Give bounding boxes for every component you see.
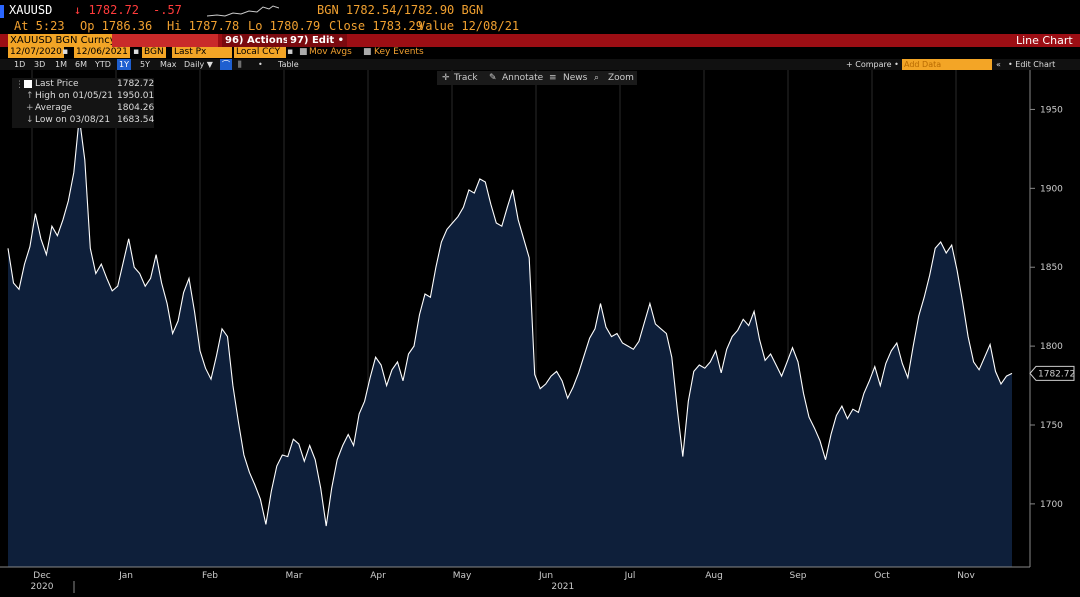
bid-ask: BGN 1782.54/1782.90 BGN [317,3,484,17]
series-area [8,117,1012,568]
field-select[interactable]: Last Px [172,47,232,58]
crosshair-icon[interactable]: ✛ [442,73,450,83]
range-1m[interactable]: 1M [55,60,67,69]
last-price: ↓ 1782.72 [74,3,140,17]
y-tick-label: 1950 [1040,105,1063,115]
legend-high-value: 1950.01 [117,91,155,101]
sparkline-icon [207,5,279,17]
quote-details: At 5:23 Op 1786.36 Hi 1787.78 Lo 1780.79… [0,19,1080,34]
x-year-label: 2020 [31,582,54,592]
x-month-label: Aug [705,571,723,581]
edit-menu[interactable]: 97) Edit • [287,34,348,47]
calendar-icon[interactable]: ▪ [133,47,140,57]
actions-menu[interactable]: 96) Actions • [222,34,302,47]
x-year-label: 2021 [551,582,574,592]
chart-controls: 12/07/2020 ▪ 12/06/2021 ▪ BGN Last Px Lo… [0,47,1080,59]
annotate-tool[interactable]: Annotate [502,73,544,83]
legend-average-label: Average [35,103,72,113]
x-month-label: Jan [118,571,133,581]
quote-header: XAUUSD ↓ 1782.72 -.57 BGN 1782.54/1782.9… [0,3,1080,19]
checkbox-icon[interactable]: ■ [363,47,372,57]
y-tick-label: 1800 [1040,342,1063,352]
x-month-label: Sep [790,571,807,581]
ticker-marker [0,5,4,18]
news-icon[interactable]: ≡ [549,73,557,83]
legend-last-label: Last Price [35,79,79,89]
legend-last-value: 1782.72 [117,79,155,89]
line-chart-icon[interactable]: ⌒ [220,59,232,70]
price-chart[interactable]: 1700 1750 1800 1850 1900 1950 1782.72 Dec Jan Feb… [0,70,1080,597]
collapse-icon[interactable]: « [996,60,1001,69]
last-value-tag [1029,365,1075,381]
x-month-label: Apr [370,571,386,581]
bar-chart-icon[interactable]: ⫼ [238,60,242,69]
x-month-label: Nov [957,571,975,581]
date-to-field[interactable]: 12/06/2021 [74,47,130,58]
chart-legend: ⋮ Last Price 1782.72 ↑ High on 01/05/21 … [12,78,154,128]
currency-select[interactable]: Local CCY [234,47,286,58]
chart-type-label: Line Chart [1016,34,1073,47]
range-bar: 1D 3D 1M 6M YTD 1Y 5Y Max Daily ▼ ⌒ ⫼ • … [0,59,1080,70]
average-marker-icon: + [26,103,34,113]
high-price: Hi 1787.78 [167,19,240,33]
y-tick-label: 1900 [1040,184,1063,194]
x-month-label: Dec [33,571,50,581]
compare-button[interactable]: + Compare • [846,60,899,69]
x-month-label: Oct [874,571,890,581]
pencil-icon[interactable]: ✎ [489,73,497,83]
value-date: Value 12/08/21 [418,19,520,33]
dropdown-icon[interactable]: ▪ [287,47,294,57]
security-field[interactable]: XAUUSD BGN Curncy [8,34,118,47]
command-bar: XAUUSD BGN Curncy 96) Actions • 97) Edit… [0,34,1080,47]
mov-avgs-toggle[interactable]: Mov Avgs [309,47,352,57]
date-from-field[interactable]: 12/07/2020 [8,47,64,58]
key-events-toggle[interactable]: Key Events [374,47,424,57]
x-month-label: Mar [286,571,303,581]
magnifier-icon[interactable]: ⌕ [594,73,600,83]
range-max[interactable]: Max [160,60,177,69]
table-button[interactable]: Table [278,60,299,69]
low-price: Lo 1780.79 [248,19,321,33]
y-tick-label: 1700 [1040,500,1063,510]
x-month-label: Jun [538,571,553,581]
news-tool[interactable]: News [563,73,588,83]
quote-time: At 5:23 [14,19,65,33]
legend-low-value: 1683.54 [117,115,155,125]
y-tick-label: 1850 [1040,263,1063,273]
range-1y[interactable]: 1Y [117,59,131,70]
legend-low-label: Low on 03/08/21 [35,115,111,125]
series-swatch [24,80,32,88]
dropdown-icon[interactable]: • [258,60,263,69]
legend-high-label: High on 01/05/21 [35,91,114,101]
y-tick-label: 1750 [1040,421,1063,431]
x-month-label: May [453,571,472,581]
range-ytd[interactable]: YTD [95,60,111,69]
ticker-symbol[interactable]: XAUUSD [9,3,53,17]
checkbox-icon[interactable]: ■ [299,47,308,57]
open-price: Op 1786.36 [80,19,153,33]
description-field [112,34,218,47]
range-1d[interactable]: 1D [14,60,26,69]
x-month-label: Jul [624,571,636,581]
edit-chart-button[interactable]: • Edit Chart [1008,60,1056,69]
x-month-label: Feb [202,571,218,581]
low-marker-icon: ↓ [26,115,34,125]
periodicity-select[interactable]: Daily ▼ [184,60,213,69]
close-price: Close 1783.29 [329,19,423,33]
last-value-label: 1782.72 [1038,369,1075,379]
source-field[interactable]: BGN [142,47,166,58]
range-3d[interactable]: 3D [34,60,46,69]
zoom-tool[interactable]: Zoom [608,73,634,83]
track-tool[interactable]: Track [454,73,478,83]
range-5y[interactable]: 5Y [140,60,150,69]
chart-toolbar: ✛ Track ✎ Annotate ≡ News ⌕ Zoom [437,71,637,85]
legend-average-value: 1804.26 [117,103,155,113]
high-marker-icon: ↑ [26,91,34,101]
price-change: -.57 [153,3,182,17]
add-data-input[interactable]: Add Data [902,59,992,70]
range-6m[interactable]: 6M [75,60,87,69]
legend-handle-icon[interactable]: ⋮ [15,80,24,90]
calendar-icon[interactable]: ▪ [62,47,69,57]
series-line [7,117,1013,527]
